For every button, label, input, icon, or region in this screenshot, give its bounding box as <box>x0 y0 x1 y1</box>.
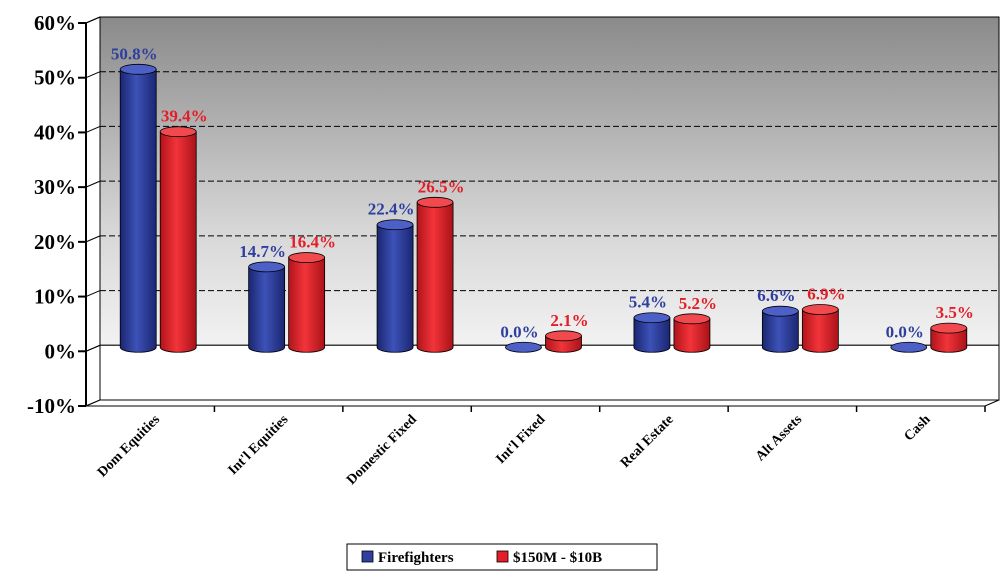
y-axis: 60% 50% 40% 30% 20% 10% 0% -10% <box>27 11 101 418</box>
data-label: 14.7% <box>239 242 286 261</box>
x-tick-label: Int'l Equities <box>226 412 292 478</box>
y-tick-label: -10% <box>27 394 76 418</box>
x-tick-label: Cash <box>902 412 934 444</box>
legend-swatch-peer <box>496 550 509 563</box>
bar-body <box>673 318 711 353</box>
data-label: 0.0% <box>886 322 924 341</box>
data-label: 39.4% <box>161 107 208 126</box>
data-labels: 50.8% 39.4% 14.7% 16.4% 22.4%26.5% 0.0% 2.1% 5.… <box>111 44 974 341</box>
x-tick-label: Real Estate <box>618 412 677 471</box>
x-axis-labels: Dom Equities Int'l Equities Domestic Fixed… <box>95 406 986 488</box>
y-tick-label: 10% <box>34 285 76 309</box>
data-label: 6.6% <box>757 286 795 305</box>
gridline-side <box>85 290 101 298</box>
side-wall <box>85 344 101 407</box>
y-tick-label: 60% <box>34 11 76 35</box>
data-label: 16.4% <box>289 233 336 252</box>
data-label: 2.1% <box>550 311 588 330</box>
bottom-edge <box>85 399 1000 407</box>
bar-top <box>801 304 839 315</box>
bar-top <box>376 219 414 231</box>
x-tick-label: Int'l Fixed <box>493 412 548 467</box>
y-tick-label: 0% <box>45 339 77 363</box>
bar-top <box>119 63 157 75</box>
bar-top <box>505 341 542 353</box>
bar-body <box>930 327 968 353</box>
bar-body <box>801 309 839 353</box>
legend: Firefighters $150M - $10B <box>346 543 658 571</box>
plot-area <box>85 16 1000 407</box>
y-tick-label: 20% <box>34 230 76 254</box>
bar-top <box>159 126 197 138</box>
bar-body <box>633 317 671 353</box>
data-label: 6.9% <box>807 285 845 304</box>
bar-top <box>633 312 671 324</box>
data-label: 22.4% <box>368 200 415 219</box>
bar-body <box>416 201 454 353</box>
x-tick-label: Domestic Fixed <box>344 412 420 488</box>
data-label: 26.5% <box>418 177 465 196</box>
bar-top <box>930 322 968 334</box>
bar-top <box>890 341 928 353</box>
bar-body <box>159 131 197 353</box>
bar-body <box>248 266 286 353</box>
data-label: 5.2% <box>679 294 717 313</box>
gridline-side <box>85 125 101 133</box>
y-tick-label: 40% <box>34 120 76 144</box>
y-tick-label: 50% <box>34 66 76 90</box>
bar-body <box>376 224 414 353</box>
bar-body <box>119 68 157 353</box>
bar-top <box>288 252 326 263</box>
legend-swatch-firefighters <box>361 550 374 563</box>
x-tick-label: Dom Equities <box>95 412 163 480</box>
x-tick-label: Alt Assets <box>753 412 806 465</box>
bar-body <box>761 310 799 353</box>
data-label: 5.4% <box>629 293 667 312</box>
gridline-side <box>85 344 101 352</box>
gridline-side <box>85 180 101 188</box>
y-tick-label: 30% <box>34 175 76 199</box>
legend-label-peer: $150M - $10B <box>513 550 602 566</box>
bar-top <box>416 196 454 208</box>
lower-wall <box>100 345 999 400</box>
bars-layer <box>119 63 968 353</box>
bar-top <box>248 261 286 273</box>
bar-top <box>545 330 582 342</box>
data-label: 0.0% <box>500 322 538 341</box>
y-axis-top <box>85 16 101 24</box>
gridline-side <box>85 71 101 79</box>
bar-body <box>288 257 326 353</box>
data-label: 50.8% <box>111 44 158 63</box>
gridline-side <box>85 235 101 243</box>
legend-label-firefighters: Firefighters <box>378 550 454 566</box>
bar-top <box>761 305 799 317</box>
bar-top <box>673 313 711 325</box>
data-label: 3.5% <box>936 303 974 322</box>
